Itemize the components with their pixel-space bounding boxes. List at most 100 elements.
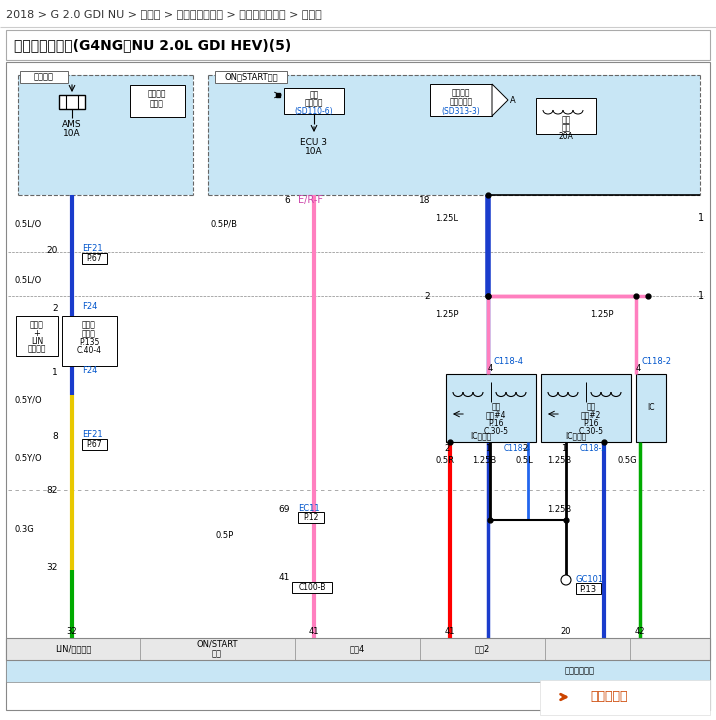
Text: 发动机控制系统(G4NG：NU 2.0L GDI HEV)(5): 发动机控制系统(G4NG：NU 2.0L GDI HEV)(5) [14,38,291,52]
Bar [430,84,492,116]
Text: 41: 41 [445,628,455,636]
Text: 1: 1 [485,444,490,452]
Text: 气缸4: 气缸4 [349,644,364,654]
Text: +: + [34,328,40,338]
Bar [298,512,324,523]
Text: 0.5L: 0.5L [516,456,533,464]
Text: 1: 1 [52,367,58,377]
Text: 点火: 点火 [586,402,596,412]
Text: 传感器: 传感器 [82,330,96,338]
Text: 0.5R: 0.5R [436,456,455,464]
Text: P.16: P.16 [584,418,599,428]
Text: IC点火器: IC点火器 [470,431,492,441]
Bar [576,583,601,594]
Text: 线圈: 线圈 [561,124,571,132]
Text: 名汽修帮手: 名汽修帮手 [590,690,627,703]
Text: 蓄电池: 蓄电池 [82,320,96,330]
Text: 1.25B: 1.25B [472,456,496,464]
Text: 1.25L: 1.25L [435,214,458,222]
Text: E/R-F: E/R-F [298,195,323,205]
Text: 1.25P: 1.25P [590,310,614,318]
Text: 1: 1 [561,444,566,452]
Bar [6,638,710,660]
Text: 18: 18 [418,196,430,204]
Bar [6,660,710,682]
Text: 0.3G: 0.3G [14,526,34,534]
Bar [6,30,710,60]
Text: C118-4: C118-4 [494,356,524,366]
Bar [540,680,710,715]
Bar [130,85,185,117]
Text: 82: 82 [47,485,58,495]
Text: 电源分布: 电源分布 [305,99,323,107]
Bar [541,374,631,442]
Text: 0.5L/O: 0.5L/O [14,220,42,228]
Text: P.12: P.12 [304,513,319,521]
Text: 41: 41 [309,628,319,636]
Text: 传感器: 传感器 [30,320,44,330]
Text: C.30-5: C.30-5 [579,426,604,436]
Bar [82,439,107,450]
Text: C118-4: C118-4 [504,444,531,452]
Text: 69: 69 [279,505,290,515]
Text: 点火: 点火 [561,115,571,125]
Text: 20A: 20A [558,132,574,140]
Bar [62,316,117,366]
Text: 0.5Y/O: 0.5Y/O [14,395,42,405]
Bar [82,253,107,264]
Bar [59,95,85,109]
Text: 2: 2 [445,444,450,452]
Bar [292,582,332,593]
Text: 1.25B: 1.25B [547,505,571,515]
Text: 20: 20 [561,628,571,636]
Text: GC101: GC101 [576,575,604,585]
Bar [636,374,666,442]
Text: 线圈#4: 线圈#4 [485,410,506,420]
Text: LIN/诊断电路: LIN/诊断电路 [55,644,91,654]
Bar [446,374,536,442]
Text: (SD110-6): (SD110-6) [295,107,334,115]
Text: IC: IC [647,402,654,412]
Text: 2: 2 [425,292,430,300]
Text: 气缸2: 气缸2 [475,644,490,654]
Text: EF21: EF21 [82,243,102,253]
Text: 4: 4 [488,364,493,372]
Text: ON或START电源: ON或START电源 [224,73,278,81]
Text: 线圈#2: 线圈#2 [581,410,601,420]
Text: 接线盒: 接线盒 [150,99,164,109]
Bar [215,71,287,83]
Bar [0,0,716,27]
Text: 1: 1 [698,213,704,223]
Text: 点火: 点火 [491,402,500,412]
Text: 4: 4 [636,364,642,372]
Text: P.13: P.13 [579,585,596,593]
Text: 0.5Y/O: 0.5Y/O [14,454,42,462]
Text: 0.5G: 0.5G [618,456,638,464]
Text: 2018 > G 2.0 GDI NU > 示意图 > 发动机电气系统 > 发动机控制系统 > 示意图: 2018 > G 2.0 GDI NU > 示意图 > 发动机电气系统 > 发动… [6,9,321,19]
Bar [536,98,596,134]
Text: 控制继电器: 控制继电器 [450,97,473,107]
Text: 从发动机: 从发动机 [452,89,470,97]
Text: 0.5P/B: 0.5P/B [210,220,237,228]
Text: 6: 6 [284,196,290,204]
Polygon shape [492,84,508,116]
Text: 42: 42 [635,628,645,636]
Text: 点火线圈控制: 点火线圈控制 [565,667,595,675]
Text: 8: 8 [52,431,58,441]
Text: C.30-5: C.30-5 [483,426,508,436]
Text: P.16: P.16 [488,418,504,428]
Text: ON/START
输入: ON/START 输入 [196,639,238,659]
Text: P.67: P.67 [86,439,102,449]
Text: 20: 20 [47,246,58,254]
Text: F24: F24 [82,302,97,310]
Text: F24: F24 [82,366,97,374]
Bar [284,88,344,114]
Text: IC点火器: IC点火器 [566,431,586,441]
Text: C118-2: C118-2 [642,356,672,366]
Text: AMS: AMS [62,120,82,128]
Text: 0.5L/O: 0.5L/O [14,276,42,284]
Text: 32: 32 [67,628,77,636]
Text: EF21: EF21 [82,430,102,438]
Text: 1.25B: 1.25B [547,456,571,464]
Text: A: A [510,96,516,104]
